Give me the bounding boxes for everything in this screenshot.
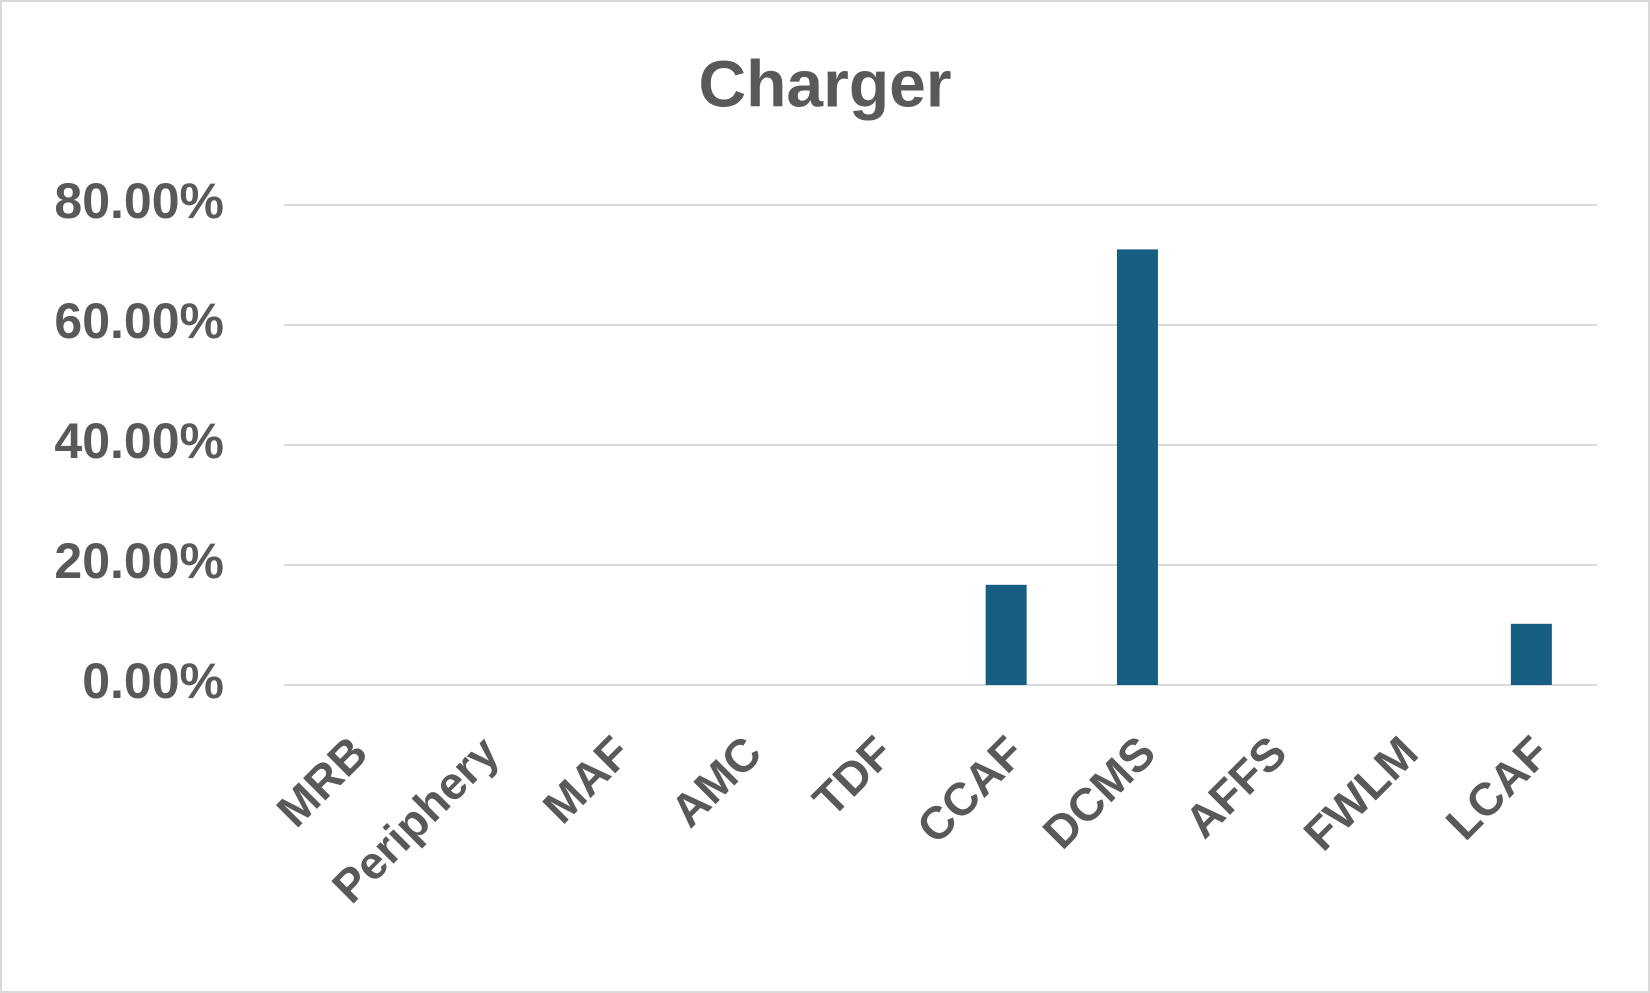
y-tick-label: 20.00%: [54, 533, 224, 589]
y-tick-label: 60.00%: [54, 293, 224, 349]
y-tick-label: 0.00%: [82, 653, 224, 709]
chart-title: Charger: [698, 46, 951, 120]
y-tick-label: 80.00%: [54, 173, 224, 229]
bar: [1116, 249, 1158, 685]
bar: [1510, 623, 1552, 685]
y-tick-label: 40.00%: [54, 413, 224, 469]
bar: [985, 584, 1027, 685]
